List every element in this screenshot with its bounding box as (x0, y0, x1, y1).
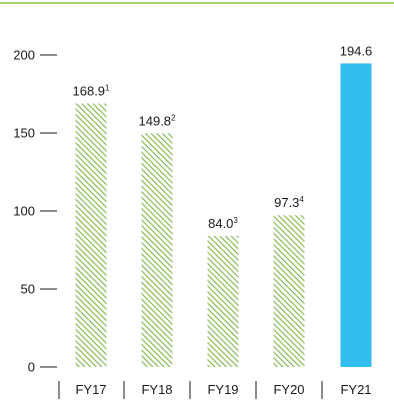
x-tick-label: FY19 (207, 382, 238, 397)
x-tick-label: FY18 (141, 382, 172, 397)
bar-fy17 (75, 103, 107, 368)
y-tick-label: 100 (13, 204, 35, 219)
y-axis: 0 50 100 150 200 (13, 48, 57, 375)
bar-fy19 (207, 235, 239, 367)
bar-fy21 (340, 63, 372, 367)
value-labels: 168.91 149.82 84.03 97.34 194.6 (73, 43, 373, 231)
value-label-fy18: 149.82 (139, 113, 177, 128)
value-label-fy20: 97.34 (274, 195, 304, 210)
bars (75, 63, 372, 368)
bar-fy20 (273, 215, 305, 367)
bar-fy18 (141, 133, 173, 367)
x-tick-label: FY21 (340, 382, 371, 397)
y-tick-label: 0 (28, 360, 35, 375)
value-label-fy21: 194.6 (340, 43, 373, 58)
x-axis: FY17 FY18 FY19 FY20 FY21 (58, 381, 372, 399)
x-tick-label: FY17 (75, 382, 106, 397)
y-tick-label: 150 (13, 126, 35, 141)
x-tick-label: FY20 (273, 382, 304, 397)
value-label-fy19: 84.03 (208, 216, 238, 231)
y-tick-label: 50 (21, 282, 35, 297)
y-tick-label: 200 (13, 48, 35, 63)
value-label-fy17: 168.91 (73, 84, 111, 99)
